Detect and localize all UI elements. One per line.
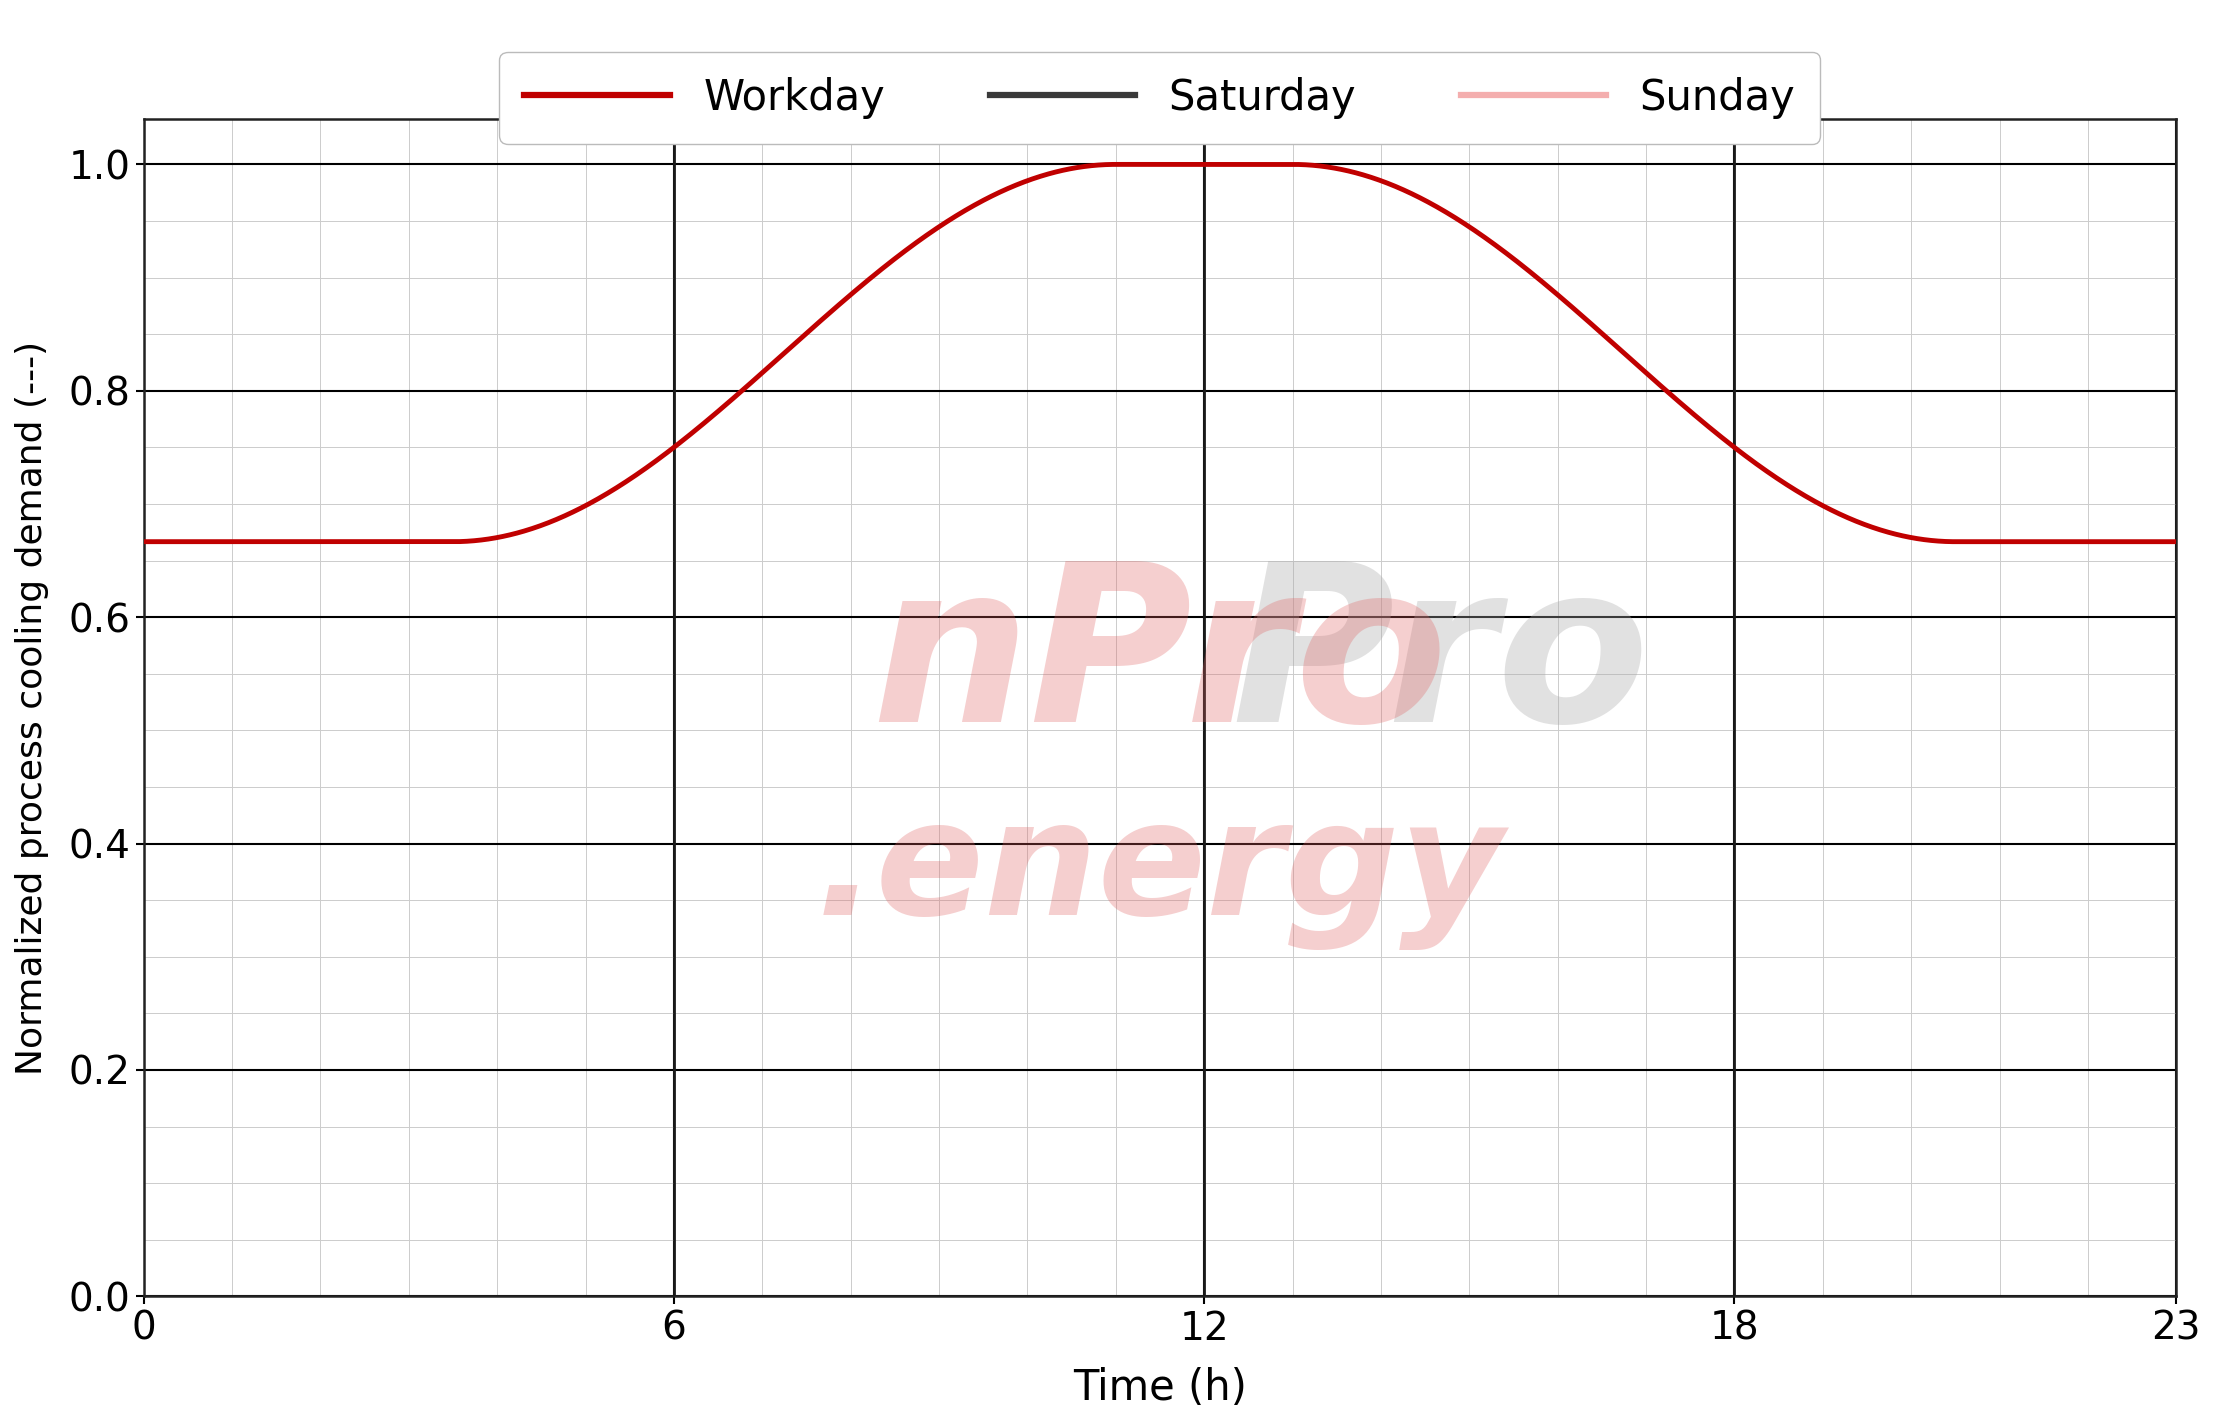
Legend: Workday, Saturday, Sunday: Workday, Saturday, Sunday — [499, 51, 1819, 144]
Text: nPro: nPro — [871, 554, 1449, 768]
Text: .energy: .energy — [815, 795, 1505, 950]
Text: Pro: Pro — [1232, 554, 1649, 768]
X-axis label: Time (h): Time (h) — [1073, 1367, 1248, 1408]
Y-axis label: Normalized process cooling demand (---): Normalized process cooling demand (---) — [16, 340, 49, 1075]
